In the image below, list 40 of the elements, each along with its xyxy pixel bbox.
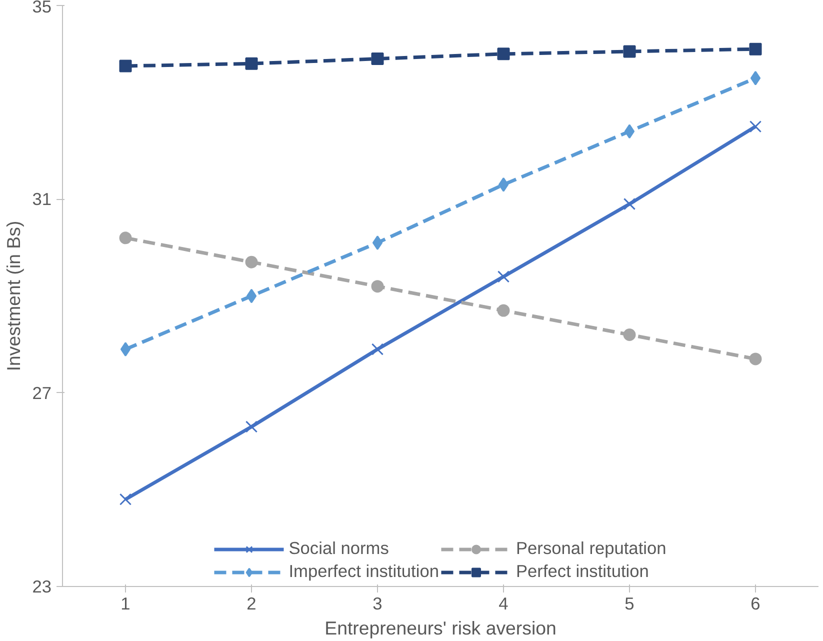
point [119,493,132,506]
point [119,60,132,72]
point [371,280,384,293]
legend-label: Personal reputation [516,538,666,559]
x-tick-label: 3 [372,594,382,614]
point [497,48,510,60]
point [623,45,636,58]
x-tick-label: 6 [750,594,760,614]
y-axis-title: Investment (in Bs) [3,220,24,372]
point [749,352,762,366]
point [624,124,635,139]
point [120,342,131,357]
y-tick-label: 35 [32,0,52,16]
x-tick-label: 2 [246,594,256,614]
y-tick-label: 31 [32,189,52,210]
point [623,198,636,210]
point [497,304,510,317]
x-axis-title: Entrepreneurs' risk aversion [324,618,556,638]
y-tick-label: 27 [32,382,52,403]
point [497,270,510,283]
legend-label: Social norms [288,538,389,559]
point [371,52,384,66]
x-tick-label: 1 [120,594,130,614]
point [749,120,762,133]
point [371,343,384,356]
point [372,235,383,250]
point [246,288,257,304]
point [749,42,762,56]
point [245,57,258,70]
y-tick-label: 23 [32,576,52,596]
x-tick-label: 4 [498,594,509,614]
legend-label: Perfect institution [516,561,649,582]
x-tick-label: 5 [624,594,634,614]
legend-label: Imperfect institution [288,561,439,582]
point [623,328,636,341]
point [119,232,132,244]
point [750,70,761,86]
point [245,420,258,433]
point [498,177,509,192]
point [245,256,258,268]
